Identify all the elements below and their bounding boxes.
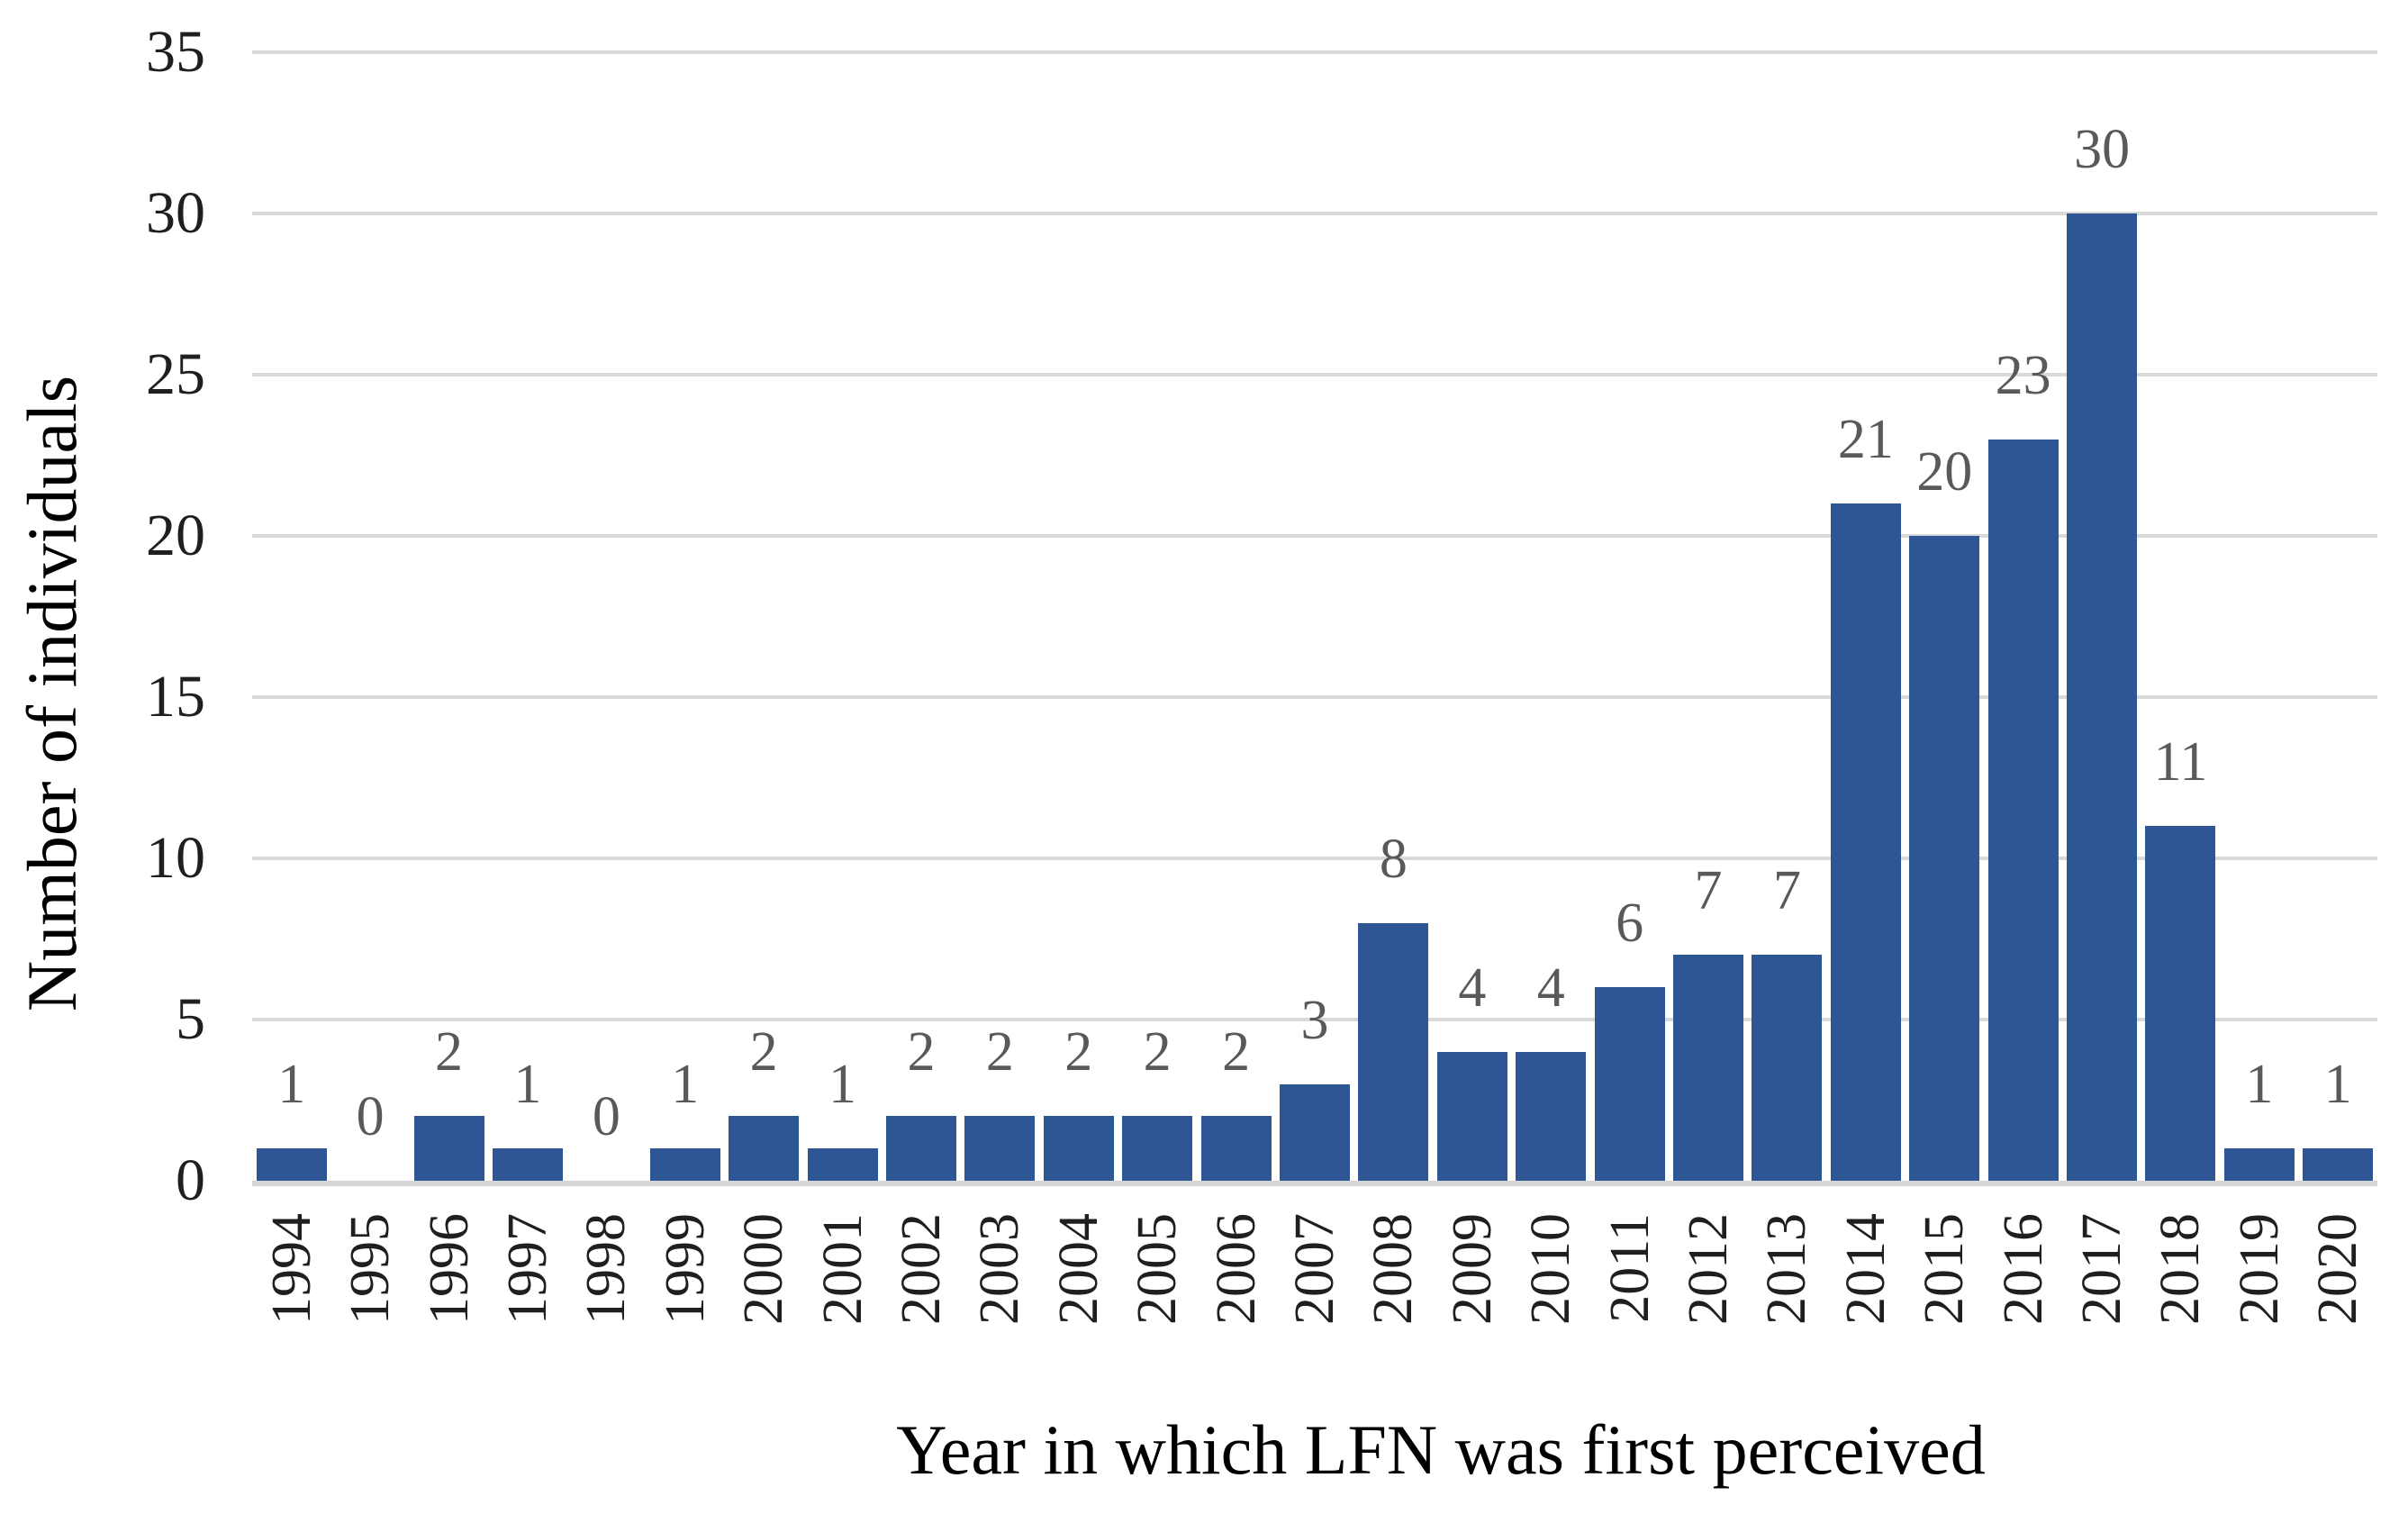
bar <box>1594 987 1665 1181</box>
x-tick-label: 1997 <box>496 1213 558 1325</box>
x-tick-label: 2015 <box>1914 1213 1976 1325</box>
bar <box>1752 955 1823 1181</box>
x-tick-label: 1995 <box>339 1213 402 1325</box>
bar-value-label: 2 <box>907 1021 936 1083</box>
bar <box>256 1148 327 1181</box>
x-tick-label: 2001 <box>811 1213 874 1325</box>
bar <box>964 1116 1036 1181</box>
y-tick-label: 5 <box>176 986 205 1052</box>
bar-value-label: 1 <box>2323 1054 2352 1116</box>
bar-value-label: 2 <box>1143 1021 1172 1083</box>
bar-value-label: 21 <box>1837 409 1894 471</box>
x-tick-label: 2002 <box>890 1213 952 1325</box>
bar-value-label: 11 <box>2153 731 2208 793</box>
bar <box>1673 955 1744 1181</box>
bar <box>807 1148 878 1181</box>
bar <box>1987 439 2059 1181</box>
bar <box>492 1148 563 1181</box>
gridline <box>252 373 2377 376</box>
x-tick-label: 2010 <box>1520 1213 1582 1325</box>
bar <box>1830 503 1901 1181</box>
x-tick-label: 2005 <box>1127 1213 1189 1325</box>
gridline <box>252 534 2377 538</box>
bar-value-label: 20 <box>1916 441 1973 503</box>
bar-value-label: 2 <box>749 1021 778 1083</box>
gridline <box>252 695 2377 699</box>
bar <box>1358 922 1429 1181</box>
y-axis-tick-labels: 0 5 10 15 20 25 30 35 <box>0 23 205 1210</box>
bar <box>885 1116 956 1181</box>
y-tick-label: 25 <box>146 341 205 407</box>
x-tick-label: 1998 <box>575 1213 638 1325</box>
x-tick-label: 2019 <box>2228 1213 2290 1325</box>
bar-value-label: 8 <box>1379 828 1408 890</box>
bar <box>2145 826 2216 1181</box>
x-tick-label: 1999 <box>654 1213 716 1325</box>
bar-value-label: 7 <box>1694 860 1723 922</box>
bar <box>2303 1148 2374 1181</box>
x-tick-label: 2016 <box>1992 1213 2054 1325</box>
bar <box>1280 1083 1350 1181</box>
plot-area: 1 0 2 1 0 1 2 1 2 2 2 2 2 3 8 4 4 6 7 7 21 20 23 30 11 1 1 <box>252 50 2377 1186</box>
bar-value-label: 23 <box>1995 344 2051 406</box>
bar <box>2223 1148 2295 1181</box>
x-tick-label: 2018 <box>2150 1213 2212 1325</box>
x-tick-label: 2013 <box>1756 1213 1818 1325</box>
y-tick-label: 10 <box>146 825 205 891</box>
x-tick-label: 2009 <box>1441 1213 1503 1325</box>
gridline <box>252 857 2377 860</box>
y-tick-label: 30 <box>146 180 205 246</box>
y-tick-label: 0 <box>176 1147 205 1213</box>
x-tick-label: 2011 <box>1598 1213 1661 1323</box>
bar <box>1909 536 1980 1181</box>
gridline <box>252 50 2377 54</box>
bar-value-label: 7 <box>1772 860 1801 922</box>
bar-value-label: 2 <box>435 1021 464 1083</box>
bar-value-label: 2 <box>1064 1021 1093 1083</box>
bar <box>649 1148 720 1181</box>
bar-value-label: 1 <box>828 1054 857 1116</box>
bar-value-label: 3 <box>1300 989 1329 1051</box>
x-tick-label: 2004 <box>1047 1213 1109 1325</box>
bar <box>2067 213 2138 1181</box>
x-tick-label: 2020 <box>2307 1213 2369 1325</box>
x-tick-label: 2008 <box>1362 1213 1425 1325</box>
gridline <box>252 1018 2377 1021</box>
bar-value-label: 0 <box>592 1086 620 1147</box>
bar <box>1200 1116 1272 1181</box>
bar <box>1122 1116 1193 1181</box>
x-tick-label: 2000 <box>733 1213 795 1325</box>
bar-value-label: 6 <box>1616 893 1644 955</box>
y-tick-label: 35 <box>146 19 205 85</box>
x-tick-label: 2012 <box>1678 1213 1740 1325</box>
bar <box>1043 1116 1114 1181</box>
bar-value-label: 1 <box>2245 1054 2274 1116</box>
x-tick-label: 1994 <box>260 1213 322 1325</box>
x-tick-label: 2014 <box>1834 1213 1897 1325</box>
gridline <box>252 212 2377 215</box>
bar-value-label: 1 <box>277 1054 306 1116</box>
bar-value-label: 2 <box>1222 1021 1251 1083</box>
bar-value-label: 0 <box>356 1086 385 1147</box>
bar <box>729 1116 800 1181</box>
bar-value-label: 2 <box>985 1021 1014 1083</box>
y-tick-label: 20 <box>146 503 205 568</box>
x-tick-label: 2007 <box>1284 1213 1345 1325</box>
x-axis-title: Year in which LFN was first perceived <box>896 1410 1986 1489</box>
bar-value-label: 1 <box>671 1054 700 1116</box>
x-tick-label: 1996 <box>418 1213 480 1325</box>
y-tick-label: 15 <box>146 664 205 730</box>
bar-value-label: 30 <box>2074 119 2131 180</box>
x-axis-line <box>252 1181 2377 1186</box>
x-tick-label: 2017 <box>2071 1213 2133 1325</box>
x-tick-label: 2006 <box>1205 1213 1267 1325</box>
bar-value-label: 1 <box>513 1054 542 1116</box>
bar <box>1516 1051 1587 1181</box>
bar <box>1436 1051 1507 1181</box>
bar-value-label: 4 <box>1458 956 1487 1019</box>
x-tick-label: 2003 <box>969 1213 1031 1325</box>
bar-value-label: 4 <box>1536 956 1565 1019</box>
bar <box>413 1116 484 1181</box>
